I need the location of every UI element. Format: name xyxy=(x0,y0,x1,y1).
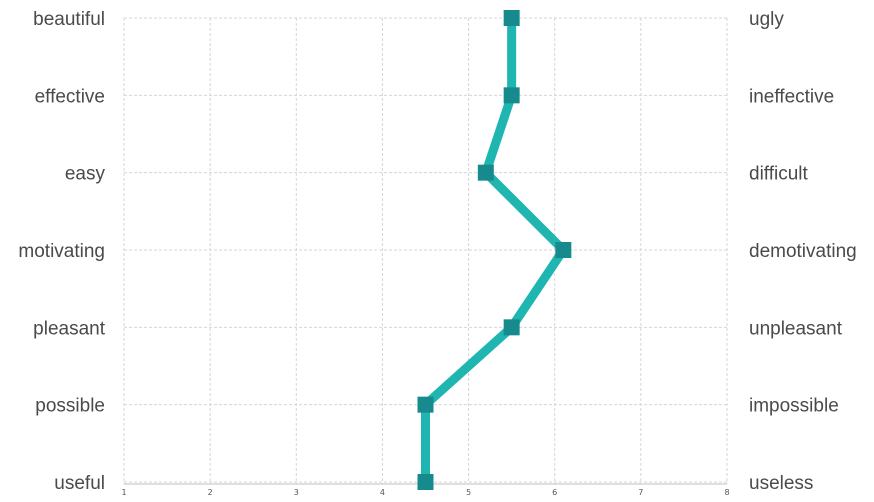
x-tick-label: 4 xyxy=(380,488,385,497)
x-tick-label: 5 xyxy=(466,488,471,497)
left-labels: beautiful effective easy motivating pleasant… xyxy=(18,9,105,494)
right-pole-label: useless xyxy=(749,473,813,494)
left-pole-label: effective xyxy=(35,86,105,107)
left-pole-label: easy xyxy=(65,164,106,185)
x-tick-label: 8 xyxy=(724,488,729,497)
x-tick-label: 2 xyxy=(208,488,213,497)
x-tick-label: 6 xyxy=(552,488,557,497)
right-pole-label: difficult xyxy=(749,164,809,185)
right-labels: ugly ineffective difficult demotivating unpl… xyxy=(749,9,857,494)
left-pole-label: beautiful xyxy=(33,9,105,30)
data-point-marker xyxy=(417,396,434,413)
right-pole-label: demotivating xyxy=(749,241,857,262)
left-pole-label: possible xyxy=(35,396,105,417)
right-pole-label: unpleasant xyxy=(749,318,843,339)
right-pole-label: ineffective xyxy=(749,86,834,107)
data-point-marker xyxy=(417,474,434,490)
right-pole-label: impossible xyxy=(749,396,839,417)
x-axis-ticks: 1 2 3 4 5 6 7 8 xyxy=(121,488,729,497)
data-point-marker xyxy=(477,164,494,181)
left-pole-label: pleasant xyxy=(33,318,106,339)
x-tick-label: 7 xyxy=(638,488,643,497)
series-layer xyxy=(417,10,572,490)
right-pole-label: ugly xyxy=(749,9,784,30)
data-point-marker xyxy=(503,319,520,336)
x-tick-label: 1 xyxy=(121,488,126,497)
data-point-marker xyxy=(503,10,520,26)
left-pole-label: motivating xyxy=(18,241,105,262)
data-point-marker xyxy=(503,87,520,104)
data-point-marker xyxy=(555,242,572,258)
left-pole-label: useful xyxy=(54,473,105,494)
x-tick-label: 3 xyxy=(294,488,299,497)
